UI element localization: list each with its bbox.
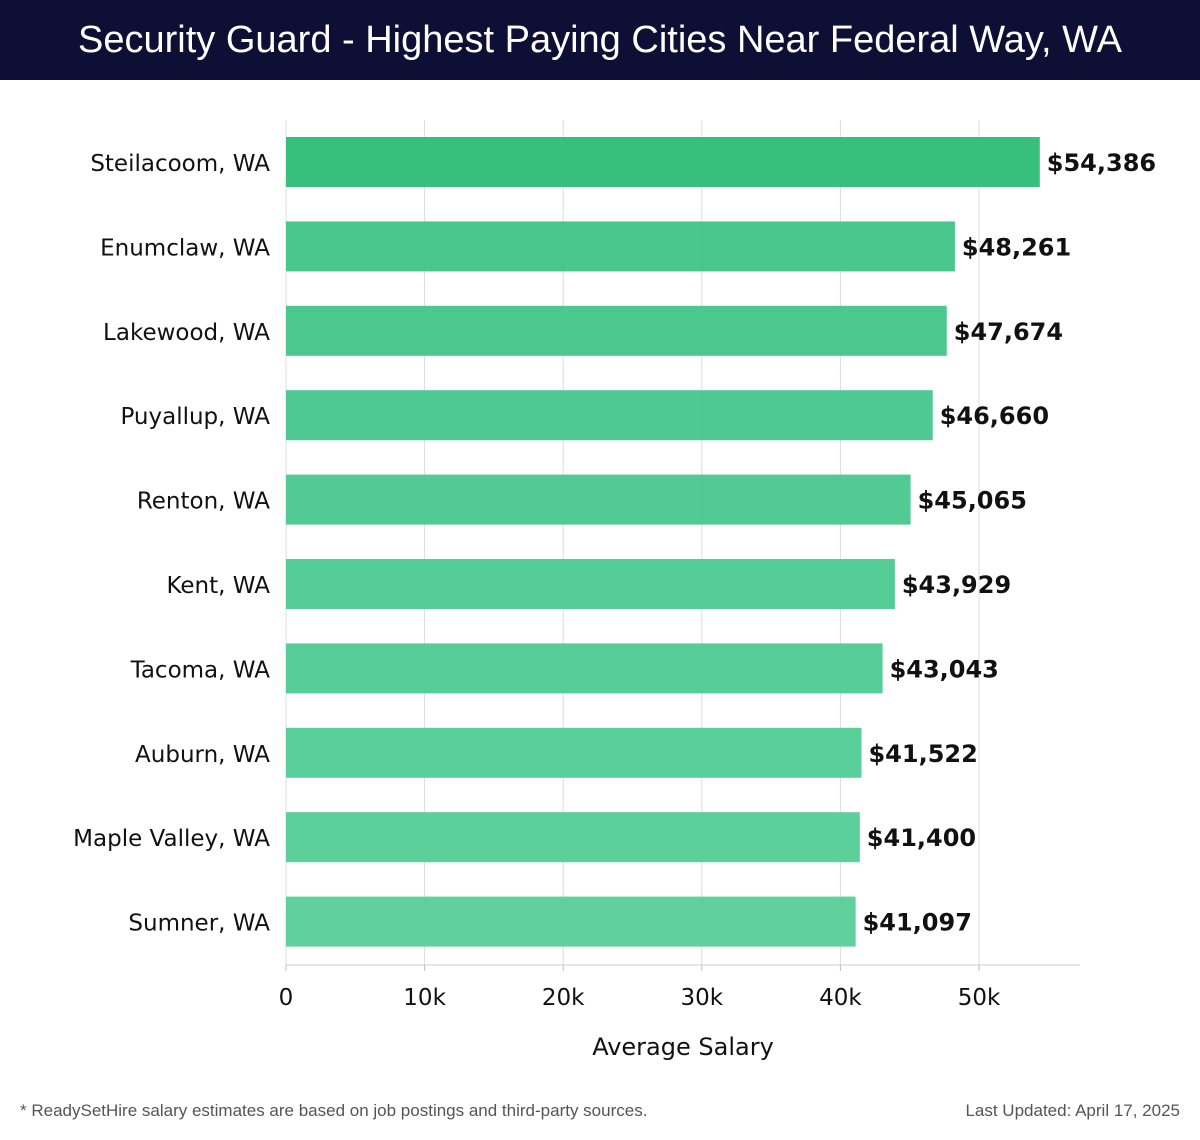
x-tick-label: 50k [958,985,1001,1011]
bar [286,137,1040,187]
bar-value-label: $41,097 [863,909,972,937]
category-label: Sumner, WA [128,911,270,937]
footnote: * ReadySetHire salary estimates are base… [20,1101,648,1120]
x-tick-label: 0 [279,985,294,1011]
bar [286,474,911,525]
bar-value-label: $54,386 [1047,149,1156,177]
bar-value-label: $45,065 [918,487,1027,515]
bar-value-label: $43,929 [902,571,1011,599]
bar-value-label: $41,522 [868,740,977,768]
x-tick-label: 20k [542,985,585,1011]
chart-title: Security Guard - Highest Paying Cities N… [78,18,1122,61]
bar-value-label: $41,400 [867,824,976,852]
bar [286,390,933,441]
category-label: Puyallup, WA [120,404,270,430]
bar [286,896,856,947]
bar [286,559,895,609]
category-label: Lakewood, WA [103,320,270,346]
x-tick-label: 10k [403,985,446,1011]
x-axis-title: Average Salary [592,1033,774,1061]
chart-title-bar: Security Guard - Highest Paying Cities N… [0,0,1200,80]
x-tick-label: 40k [819,985,862,1011]
bar [286,643,883,694]
bar-value-label: $46,660 [940,402,1049,430]
category-label: Tacoma, WA [130,657,271,683]
bar-value-label: $48,261 [962,233,1071,261]
category-label: Maple Valley, WA [73,826,270,852]
last-updated: Last Updated: April 17, 2025 [965,1101,1180,1120]
category-label: Enumclaw, WA [100,235,270,261]
category-label: Auburn, WA [135,742,270,768]
bar-chart: 0 10k 20k 30k 40k 50k $54,386 Steilacoom, WA $48… [73,120,1156,1061]
bar [286,221,955,272]
bar-value-label: $43,043 [890,655,999,683]
bar [286,812,860,863]
category-label: Kent, WA [166,573,270,599]
bar [286,727,862,778]
bar-value-label: $47,674 [954,318,1063,346]
x-tick-label: 30k [681,985,724,1011]
category-label: Renton, WA [137,489,270,515]
category-label: Steilacoom, WA [90,151,270,177]
bar [286,305,947,356]
